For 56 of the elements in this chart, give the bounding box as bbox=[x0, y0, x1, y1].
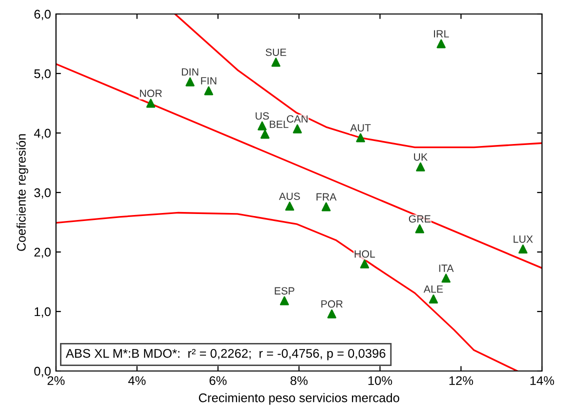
x-tick-label: 10% bbox=[368, 376, 392, 386]
annotation: BEL bbox=[270, 120, 288, 128]
annotation: ALE bbox=[424, 286, 443, 293]
point bbox=[285, 202, 294, 211]
point bbox=[146, 98, 156, 108]
x-tick-label: 2% bbox=[48, 376, 65, 385]
x-tick-label: 6% bbox=[210, 376, 227, 386]
x-tick-label: 4% bbox=[128, 376, 146, 385]
annotation: ESP bbox=[274, 287, 294, 295]
point bbox=[518, 244, 528, 254]
x-axis-title: Crecimiento peso servicios mercado bbox=[198, 393, 400, 405]
annotation: NOR bbox=[140, 90, 162, 98]
annotation: LUX bbox=[514, 236, 533, 243]
x-tick-label: 12% bbox=[449, 376, 474, 385]
annotation: IRL bbox=[434, 30, 449, 38]
annotation: DIN bbox=[182, 68, 198, 76]
annotation: HOL bbox=[354, 250, 375, 258]
point bbox=[271, 58, 280, 67]
y-tick-label: 3,0 bbox=[34, 188, 51, 199]
x-tick-label: 8% bbox=[290, 376, 308, 386]
annotation: US bbox=[256, 112, 269, 120]
annotation: POR bbox=[321, 300, 343, 308]
annotation: FIN bbox=[201, 77, 216, 84]
annotation: FRA bbox=[316, 193, 337, 200]
point bbox=[416, 162, 425, 172]
y-axis-title: Coeficiente regresión bbox=[16, 134, 28, 251]
point bbox=[280, 296, 289, 306]
line-series bbox=[174, 14, 542, 148]
annotation: UK bbox=[414, 153, 428, 161]
x-tick-label: 14% bbox=[530, 376, 554, 385]
point bbox=[442, 274, 451, 283]
point bbox=[415, 224, 424, 234]
point bbox=[204, 86, 214, 96]
point bbox=[322, 202, 331, 212]
point bbox=[292, 124, 302, 134]
y-tick-label: 4,0 bbox=[34, 128, 51, 140]
point bbox=[360, 259, 370, 268]
point bbox=[428, 294, 438, 304]
point bbox=[258, 121, 267, 130]
annotation: SUE bbox=[266, 48, 286, 56]
y-tick-label: 0,0 bbox=[34, 366, 51, 378]
point bbox=[356, 133, 366, 142]
y-tick-label: 2,0 bbox=[34, 248, 51, 258]
y-tick-label: 1,0 bbox=[34, 307, 51, 318]
annotation: GRE bbox=[408, 215, 431, 223]
annotation: ABS XL M*:B MDO*: r² = 0,2262; r = -0,4756, p = 0,0396 bbox=[66, 348, 386, 360]
point bbox=[186, 77, 195, 86]
point bbox=[327, 309, 336, 318]
annotation: AUS bbox=[278, 192, 300, 200]
point bbox=[436, 39, 446, 48]
point bbox=[260, 130, 270, 139]
annotation: ITA bbox=[439, 264, 454, 272]
y-tick-label: 5,0 bbox=[34, 69, 51, 80]
y-tick-label: 6,0 bbox=[34, 10, 51, 20]
annotation: CAN bbox=[286, 115, 308, 123]
annotation: AUT bbox=[350, 124, 371, 132]
